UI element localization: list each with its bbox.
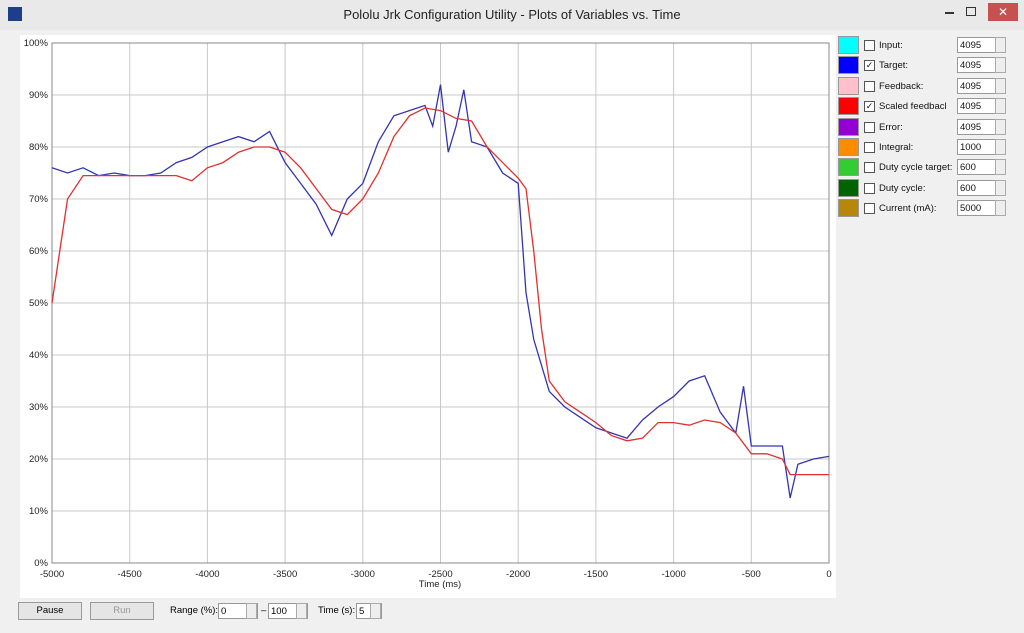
app-icon — [8, 7, 22, 21]
minimize-button[interactable] — [945, 12, 954, 14]
spinner[interactable] — [995, 118, 1006, 135]
checkbox[interactable] — [864, 142, 875, 153]
channel-row: Current (mA):±5000 — [838, 199, 1020, 218]
color-swatch[interactable] — [838, 117, 859, 136]
channel-label: Integral: — [879, 142, 914, 153]
channel-label: Duty cycle target: — [879, 162, 953, 174]
channel-label: Scaled feedbacl — [879, 101, 947, 113]
spinner[interactable] — [995, 77, 1006, 94]
channel-label: Current (mA): — [879, 203, 937, 215]
max-input[interactable]: 4095 — [957, 118, 997, 135]
checkbox[interactable] — [864, 182, 875, 194]
x-tick-label: -4000 — [195, 569, 219, 580]
y-tick-label: 100% — [24, 38, 49, 49]
max-input[interactable]: 600 — [957, 179, 997, 196]
max-input[interactable]: 1000 — [957, 139, 997, 155]
max-input[interactable]: 4095 — [957, 57, 997, 74]
color-swatch[interactable] — [838, 178, 859, 197]
spinner[interactable] — [995, 159, 1006, 176]
spinner[interactable] — [246, 603, 257, 619]
close-button[interactable]: ✕ — [988, 3, 1018, 21]
range-label: Range (%): — [170, 605, 219, 616]
x-tick-label: -1000 — [661, 569, 685, 580]
checkbox[interactable] — [864, 40, 875, 51]
checkbox[interactable] — [864, 162, 875, 174]
color-swatch[interactable] — [838, 138, 859, 156]
max-input[interactable]: 600 — [957, 159, 997, 176]
max-input[interactable]: 5000 — [957, 200, 997, 217]
channel-row: Input:0 –4095 — [838, 36, 1020, 54]
spinner[interactable] — [296, 603, 307, 619]
y-tick-label: 80% — [29, 142, 49, 153]
spinner[interactable] — [370, 603, 381, 619]
x-tick-label: -2500 — [428, 569, 452, 580]
color-swatch[interactable] — [838, 199, 859, 218]
x-tick-label: -4500 — [118, 569, 142, 580]
y-tick-label: 30% — [29, 402, 49, 413]
y-tick-label: 0% — [34, 558, 48, 569]
x-tick-label: -3000 — [351, 569, 375, 580]
y-tick-label: 90% — [29, 90, 49, 101]
channel-row: Integral:±1000 — [838, 138, 1020, 156]
x-axis-title: Time (ms) — [419, 579, 461, 590]
series-line — [51, 107, 829, 476]
channel-row: Duty cycle:±600 — [838, 178, 1020, 197]
spinner[interactable] — [995, 200, 1006, 217]
y-tick-label: 60% — [29, 246, 49, 257]
x-tick-label: -3500 — [273, 569, 297, 580]
x-tick-label: -500 — [742, 569, 761, 580]
channel-label: Duty cycle: — [879, 182, 926, 194]
checkbox[interactable] — [864, 80, 875, 92]
y-tick-label: 40% — [29, 350, 49, 361]
max-input[interactable]: 4095 — [957, 77, 997, 94]
channel-row: ✓Scaled feedbacl0 –4095 — [838, 97, 1020, 116]
channel-row: Duty cycle target:±600 — [838, 158, 1020, 177]
title-bar: Pololu Jrk Configuration Utility - Plots… — [0, 0, 1024, 30]
channel-label: Feedback: — [879, 80, 924, 92]
color-swatch[interactable] — [838, 97, 859, 116]
checkbox[interactable]: ✓ — [864, 101, 875, 113]
channel-label: Error: — [879, 121, 903, 133]
channel-label: Target: — [879, 60, 909, 72]
spinner[interactable] — [995, 37, 1006, 53]
max-input[interactable]: 4095 — [957, 37, 997, 53]
plot: Time (ms) 0% 10% 20% 30% 40% 50% 60% 70% 80% 90% 1… — [20, 35, 836, 598]
spinner[interactable] — [995, 179, 1006, 196]
color-swatch[interactable] — [838, 56, 859, 75]
maximize-button[interactable] — [966, 7, 976, 16]
channel-label: Input: — [879, 40, 903, 51]
channel-row: Feedback:0 –4095 — [838, 76, 1020, 95]
range-separator: – — [261, 605, 267, 616]
color-swatch[interactable] — [838, 76, 859, 95]
x-tick-label: 0 — [826, 569, 831, 580]
x-tick-label: -2000 — [506, 569, 530, 580]
spinner[interactable] — [995, 98, 1006, 115]
spinner[interactable] — [995, 57, 1006, 74]
plot-background — [20, 35, 836, 598]
channel-row: ✓Target:0 –4095 — [838, 56, 1020, 75]
max-input[interactable]: 4095 — [957, 98, 997, 115]
color-swatch[interactable] — [838, 158, 859, 177]
checkbox[interactable]: ✓ — [864, 60, 875, 72]
spinner[interactable] — [995, 139, 1006, 155]
channel-row: Error:±4095 — [838, 117, 1020, 136]
color-swatch[interactable] — [838, 36, 859, 54]
checkbox[interactable] — [864, 203, 875, 215]
y-tick-label: 70% — [29, 194, 49, 205]
y-tick-label: 20% — [29, 454, 49, 465]
y-tick-label: 50% — [29, 298, 49, 309]
run-button: Run — [90, 602, 154, 620]
pause-button[interactable]: Pause — [18, 602, 82, 620]
series-line — [51, 84, 830, 499]
x-tick-label: -1500 — [584, 569, 608, 580]
time-label: Time (s): — [318, 605, 356, 616]
x-tick-label: -5000 — [40, 569, 64, 580]
checkbox[interactable] — [864, 121, 875, 133]
window-title: Pololu Jrk Configuration Utility - Plots… — [343, 7, 681, 22]
y-tick-label: 10% — [29, 506, 49, 517]
